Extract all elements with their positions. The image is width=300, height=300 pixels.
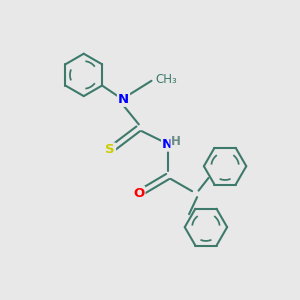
- Text: CH₃: CH₃: [155, 73, 177, 86]
- Text: N: N: [162, 138, 173, 151]
- Text: H: H: [171, 135, 181, 148]
- Text: S: S: [105, 143, 115, 157]
- Text: O: O: [133, 187, 144, 200]
- Text: N: N: [118, 93, 129, 106]
